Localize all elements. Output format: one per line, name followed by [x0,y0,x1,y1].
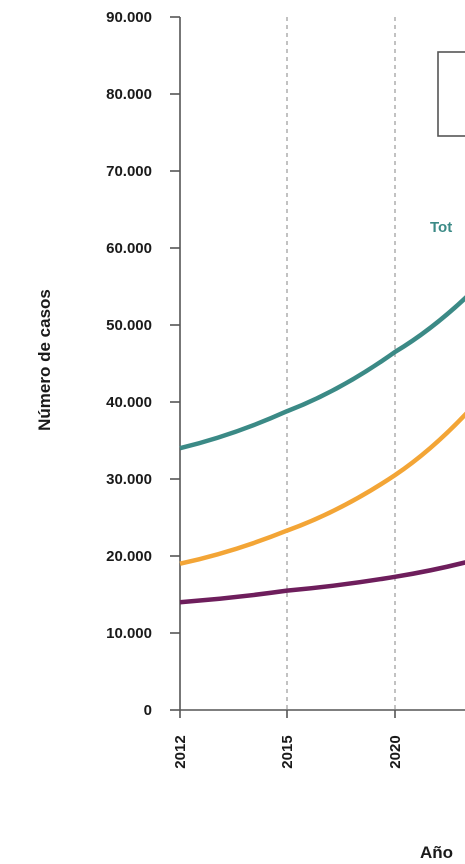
y-tick-label: 20.000 [106,548,152,565]
legend-box [437,51,465,137]
y-tick-label: 70.000 [106,163,152,180]
y-tick-label: 0 [144,702,152,719]
series-line-purple [179,560,465,605]
y-tick-label: 40.000 [106,394,152,411]
x-tick-label: 2012 [172,735,189,768]
series-line-total [179,295,465,451]
y-tick-label: 60.000 [106,240,152,257]
y-axis-title: Número de casos [35,289,54,431]
x-tick-label: 2015 [279,735,296,768]
y-tick-label: 80.000 [106,86,152,103]
x-tick-label: 2020 [387,735,404,768]
x-axis-title: Año [420,843,453,862]
y-tick-label: 10.000 [106,625,152,642]
x-axis-ticks: 2012 2015 2020 [172,710,404,769]
series-label-total: Tot [430,219,452,236]
y-axis-ticks: 0 10.000 20.000 30.000 40.000 50.000 60.000 70.… [106,9,180,719]
y-tick-label: 30.000 [106,471,152,488]
series-lines [179,295,465,605]
y-tick-label: 50.000 [106,317,152,334]
series-line-orange [179,411,465,566]
gridlines [286,17,396,710]
y-tick-label: 90.000 [106,9,152,26]
axes [179,17,465,711]
